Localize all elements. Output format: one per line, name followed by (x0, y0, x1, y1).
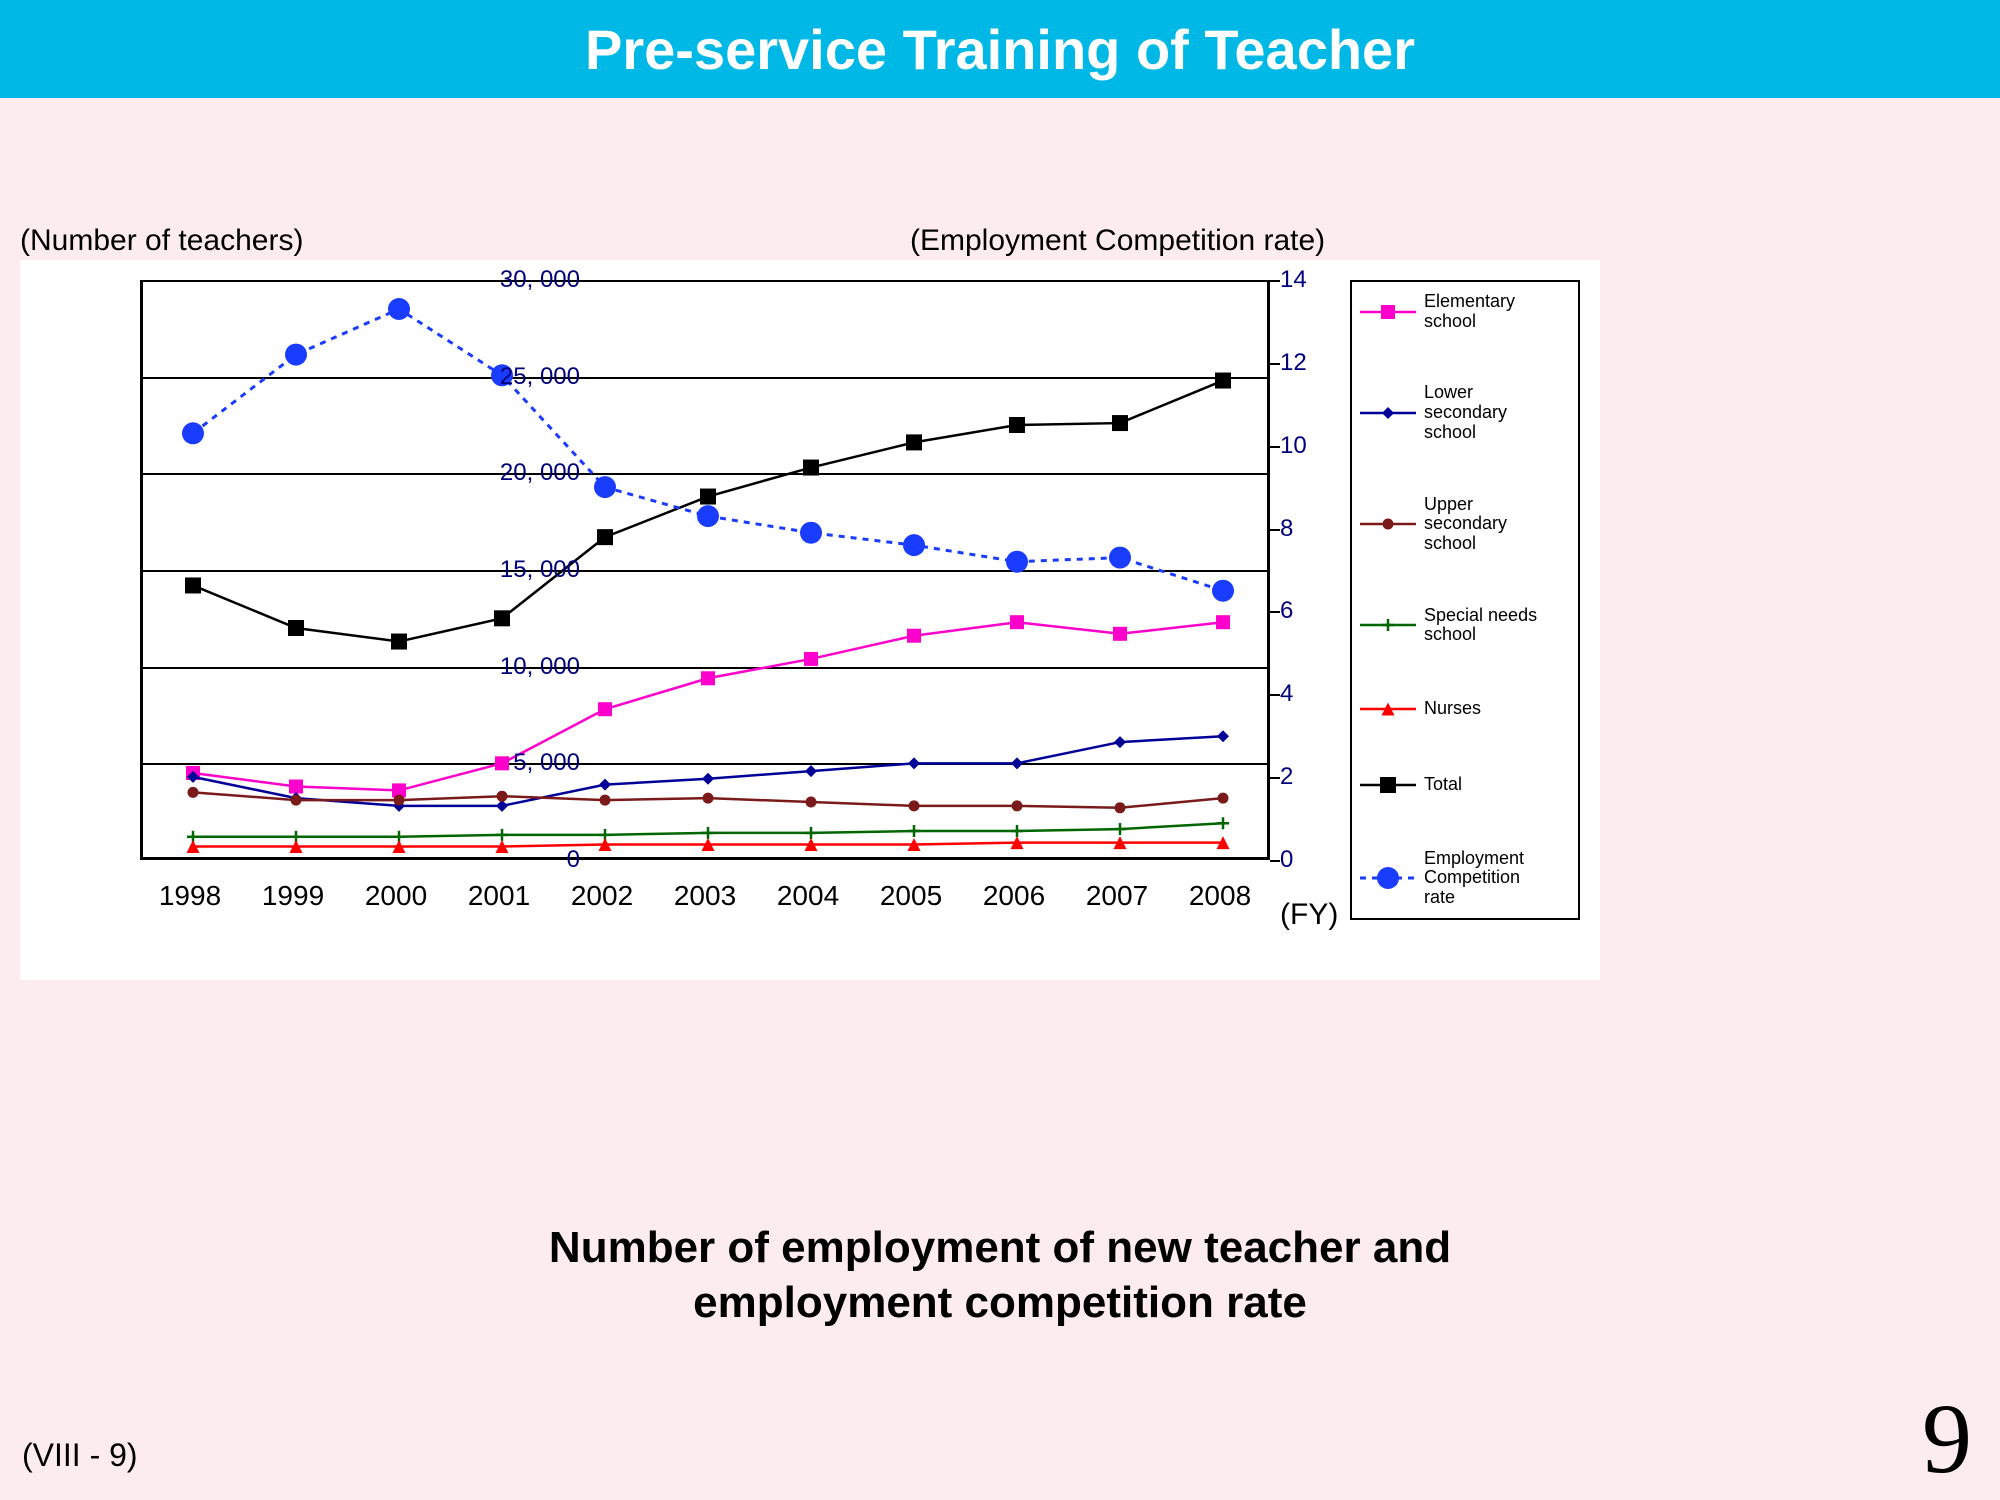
y-left-tick-label: 15, 000 (480, 556, 580, 584)
plot-region (140, 280, 1270, 860)
x-tick-label: 2005 (880, 880, 942, 912)
y-left-tick-label: 10, 000 (480, 653, 580, 681)
left-y-axis-label: (Number of teachers) (20, 224, 303, 258)
legend-label: Lowersecondaryschool (1424, 383, 1507, 442)
chart-caption: Number of employment of new teacher and … (549, 1220, 1451, 1330)
legend-item-total: Total (1360, 773, 1570, 797)
y-right-tick-label: 6 (1280, 597, 1293, 625)
y-right-tick-label: 4 (1280, 680, 1293, 708)
x-tick-label: 2007 (1086, 880, 1148, 912)
slide-title: Pre-service Training of Teacher (585, 17, 1415, 82)
legend-item-lower_secondary: Lowersecondaryschool (1360, 383, 1570, 442)
x-tick-label: 2003 (674, 880, 736, 912)
x-tick-label: 2008 (1189, 880, 1251, 912)
x-tick-label: 2000 (365, 880, 427, 912)
legend-item-elementary: Elementaryschool (1360, 292, 1570, 332)
right-tick-mark (1270, 694, 1280, 696)
caption-line-1: Number of employment of new teacher and (549, 1223, 1451, 1272)
right-tick-mark (1270, 280, 1280, 282)
right-tick-mark (1270, 860, 1280, 862)
right-tick-mark (1270, 363, 1280, 365)
y-right-tick-label: 0 (1280, 846, 1293, 874)
x-tick-label: 2004 (777, 880, 839, 912)
legend-swatch (1360, 401, 1416, 425)
legend-swatch (1360, 613, 1416, 637)
legend-label: EmploymentCompetitionrate (1424, 849, 1524, 908)
right-tick-mark (1270, 777, 1280, 779)
y-left-tick-label: 20, 000 (480, 459, 580, 487)
caption-line-2: employment competition rate (693, 1278, 1307, 1327)
x-tick-label: 1998 (159, 880, 221, 912)
legend-swatch (1360, 866, 1416, 890)
series-competition_rate (143, 280, 1273, 860)
x-tick-label: 2001 (468, 880, 530, 912)
legend-label: Special needsschool (1424, 606, 1537, 646)
y-right-tick-label: 2 (1280, 763, 1293, 791)
chart-area: (FY) Elementaryschool Lowersecondaryscho… (20, 260, 1600, 980)
footer-reference: (VIII - 9) (22, 1437, 138, 1474)
y-right-tick-label: 12 (1280, 349, 1307, 377)
legend-item-special_needs: Special needsschool (1360, 606, 1570, 646)
title-bar: Pre-service Training of Teacher (0, 0, 2000, 98)
x-tick-label: 2002 (571, 880, 633, 912)
legend-swatch (1360, 512, 1416, 536)
page-number: 9 (1922, 1381, 1972, 1496)
y-left-tick-label: 0 (480, 846, 580, 874)
legend-label: Total (1424, 775, 1462, 795)
right-y-axis-label: (Employment Competition rate) (910, 224, 1325, 258)
right-tick-mark (1270, 446, 1280, 448)
y-right-tick-label: 10 (1280, 432, 1307, 460)
x-tick-label: 1999 (262, 880, 324, 912)
legend-label: Nurses (1424, 699, 1481, 719)
legend-item-nurses: Nurses (1360, 697, 1570, 721)
y-left-tick-label: 5, 000 (480, 749, 580, 777)
x-tick-label: 2006 (983, 880, 1045, 912)
y-left-tick-label: 25, 000 (480, 363, 580, 391)
right-tick-mark (1270, 529, 1280, 531)
x-axis-label: (FY) (1280, 898, 1338, 932)
y-right-tick-label: 14 (1280, 266, 1307, 294)
legend: Elementaryschool Lowersecondaryschool Up… (1350, 280, 1580, 920)
legend-swatch (1360, 300, 1416, 324)
legend-item-upper_secondary: Uppersecondaryschool (1360, 495, 1570, 554)
legend-swatch (1360, 697, 1416, 721)
legend-item-competition_rate: EmploymentCompetitionrate (1360, 849, 1570, 908)
y-left-tick-label: 30, 000 (480, 266, 580, 294)
legend-label: Elementaryschool (1424, 292, 1515, 332)
legend-swatch (1360, 773, 1416, 797)
right-tick-mark (1270, 611, 1280, 613)
legend-label: Uppersecondaryschool (1424, 495, 1507, 554)
y-right-tick-label: 8 (1280, 515, 1293, 543)
